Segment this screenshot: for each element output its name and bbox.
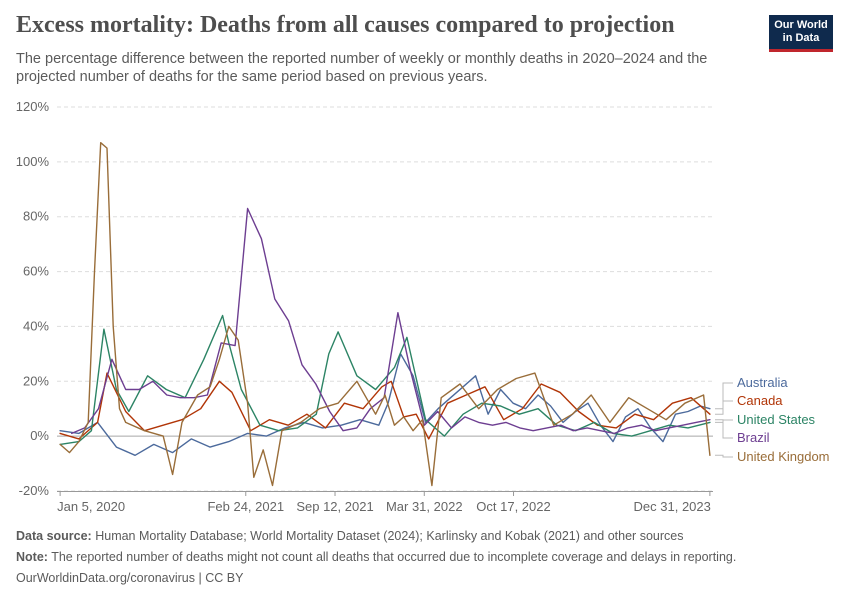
x-tick-label: Jan 5, 2020 <box>57 499 125 514</box>
x-tick-label: Mar 31, 2022 <box>386 499 463 514</box>
legend-connector <box>715 419 733 439</box>
logo-line-2: in Data <box>782 32 820 44</box>
legend-label-united-kingdom: United Kingdom <box>737 449 830 464</box>
x-tick-label: Dec 31, 2023 <box>634 499 711 514</box>
legend-label-australia: Australia <box>737 375 788 390</box>
x-tick-label: Oct 17, 2022 <box>476 499 550 514</box>
note-label: Note: <box>16 550 48 564</box>
owid-logo[interactable]: Our World in Data <box>769 15 833 52</box>
y-tick-label: 80% <box>23 209 49 224</box>
legend-connector <box>715 454 733 458</box>
note-line: Note: The reported number of deaths migh… <box>16 550 736 564</box>
y-axis: -20% 0% 20% 40% 60% 80% 100% 120% <box>16 99 50 498</box>
y-tick-label: 120% <box>16 99 50 114</box>
legend: Australia Canada United States Brazil United… <box>715 375 830 464</box>
series-line-united-kingdom <box>59 141 711 487</box>
legend-connector <box>715 400 733 415</box>
source-text: Human Mortality Database; World Mortalit… <box>95 529 684 543</box>
x-axis: Jan 5, 2020 Feb 24, 2021 Sep 12, 2021 Mar 3… <box>57 491 713 514</box>
series-lines <box>59 141 711 487</box>
x-tick-label: Sep 12, 2021 <box>296 499 373 514</box>
legend-label-brazil: Brazil <box>737 430 770 445</box>
x-tick-label: Feb 24, 2021 <box>207 499 284 514</box>
source-line: Data source: Human Mortality Database; W… <box>16 529 683 543</box>
series-line-brazil <box>70 207 711 435</box>
logo-line-1: Our World <box>774 19 828 31</box>
credit-link[interactable]: OurWorldinData.org/coronavirus | CC BY <box>16 571 244 585</box>
note-text: The reported number of deaths might not … <box>51 550 737 564</box>
y-tick-label: -20% <box>19 483 50 498</box>
series-line-australia <box>59 353 711 456</box>
legend-label-united-states: United States <box>737 412 816 427</box>
y-tick-label: 20% <box>23 373 49 388</box>
y-tick-label: 40% <box>23 318 49 333</box>
chart-subtitle: The percentage difference between the re… <box>16 51 708 85</box>
legend-label-canada: Canada <box>737 393 783 408</box>
legend-connector <box>715 382 733 410</box>
y-tick-label: 60% <box>23 264 49 279</box>
y-tick-label: 0% <box>30 428 49 443</box>
y-tick-label: 100% <box>16 154 50 169</box>
chart-title: Excess mortality: Deaths from all causes… <box>16 12 675 38</box>
legend-connector <box>715 419 733 423</box>
source-label: Data source: <box>16 529 92 543</box>
series-line-united-states <box>59 314 711 446</box>
